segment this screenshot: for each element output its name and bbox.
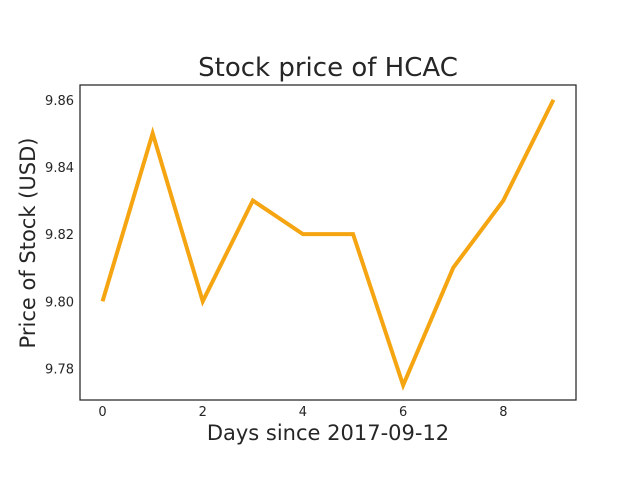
y-axis-ticks: 9.78 9.80 9.82 9.84 9.86: [45, 94, 74, 378]
x-tick-label: 2: [199, 405, 207, 420]
chart-title: Stock price of HCAC: [198, 53, 458, 83]
y-tick-label: 9.84: [45, 161, 74, 176]
y-tick-label: 9.78: [45, 362, 74, 377]
x-tick-label: 0: [98, 405, 106, 420]
x-tick-label: 8: [499, 405, 507, 420]
x-axis-label: Days since 2017-09-12: [207, 421, 449, 445]
x-axis-ticks: 0 2 4 6 8: [98, 405, 507, 420]
series-group: [100, 98, 556, 391]
y-axis-label: Price of Stock (USD): [16, 138, 40, 349]
x-tick-label: 4: [299, 405, 307, 420]
y-tick-label: 9.82: [45, 228, 74, 243]
x-tick-label: 6: [399, 405, 407, 420]
y-tick-label: 9.86: [45, 94, 74, 109]
plot-area: [79, 84, 577, 401]
plot-frame: [79, 84, 577, 401]
series-line: [100, 98, 556, 391]
y-tick-label: 9.80: [45, 295, 74, 310]
